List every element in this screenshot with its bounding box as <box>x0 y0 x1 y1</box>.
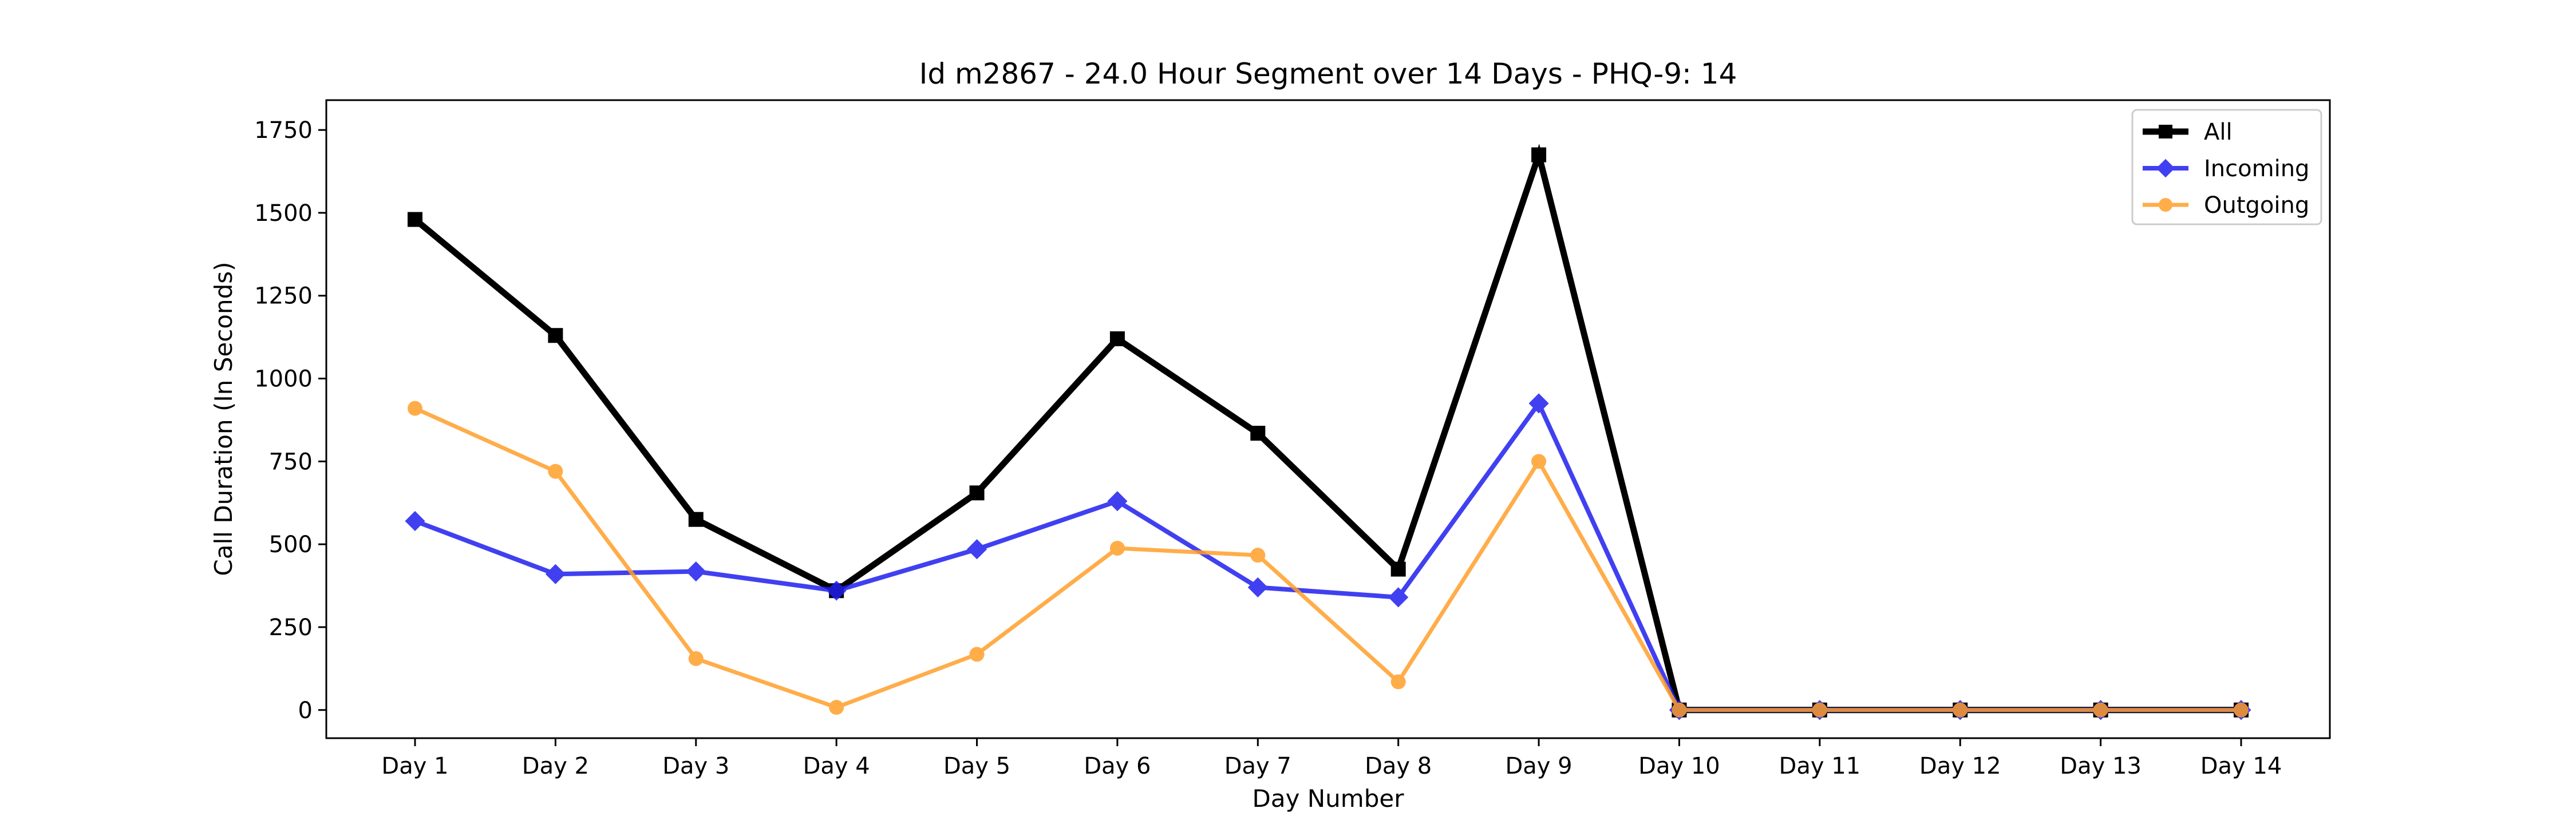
y-tick-label: 1750 <box>254 117 313 144</box>
data-point-outgoing <box>548 464 563 479</box>
y-tick-label: 0 <box>298 698 313 724</box>
x-tick-label: Day 6 <box>1084 753 1151 779</box>
data-point-incoming <box>826 580 847 601</box>
y-tick-label: 250 <box>269 615 313 641</box>
legend-label: Outgoing <box>2204 192 2309 219</box>
data-point-outgoing <box>1812 702 1827 718</box>
data-point-all <box>1109 331 1125 347</box>
x-tick-label: Day 5 <box>943 753 1010 779</box>
x-tick-label: Day 9 <box>1505 753 1572 779</box>
x-tick-label: Day 14 <box>2200 753 2282 779</box>
x-tick-label: Day 4 <box>803 753 870 779</box>
legend-box <box>2131 109 2322 225</box>
data-point-outgoing <box>1390 674 1406 690</box>
plot-frame <box>325 99 2331 739</box>
data-point-outgoing <box>829 700 844 715</box>
data-point-all <box>548 328 563 343</box>
x-tick-label: Day 13 <box>2060 753 2142 779</box>
x-tick-label: Day 2 <box>522 753 589 779</box>
series-line-all <box>413 144 2241 714</box>
data-point-incoming <box>966 539 987 560</box>
data-point-outgoing <box>2093 702 2108 718</box>
series-line-incoming <box>414 399 2241 712</box>
y-tick-label: 500 <box>269 532 313 558</box>
series-all <box>408 144 2249 718</box>
legend: All Incoming Outgoing <box>2131 109 2322 225</box>
data-point-outgoing <box>688 651 704 666</box>
data-point-outgoing <box>969 647 985 662</box>
x-tick-label: Day 7 <box>1224 753 1291 779</box>
x-tick-label: Day 8 <box>1365 753 1432 779</box>
legend-item-outgoing <box>2143 198 2188 212</box>
x-tick-label: Day 11 <box>1779 753 1861 779</box>
x-tick-label: Day 3 <box>662 753 729 779</box>
data-point-outgoing <box>1531 454 1547 469</box>
data-point-all <box>1390 561 1406 577</box>
data-point-outgoing <box>408 401 422 416</box>
data-point-all <box>408 212 422 227</box>
data-point-incoming <box>1247 577 1268 598</box>
series-layer <box>405 144 2251 720</box>
data-point-incoming <box>545 564 566 584</box>
y-tick-label: 1250 <box>254 283 313 310</box>
x-tick-label: Day 10 <box>1638 753 1720 779</box>
y-tick-label: 750 <box>269 449 313 475</box>
data-point-incoming <box>686 561 706 582</box>
data-point-all <box>688 512 704 527</box>
chart-title: Id m2867 - 24.0 Hour Segment over 14 Day… <box>919 57 1737 90</box>
data-point-all <box>969 485 985 501</box>
x-tick-label: Day 12 <box>1919 753 2001 779</box>
x-tick-label: Day 1 <box>381 753 448 779</box>
legend-marker <box>2156 159 2175 178</box>
data-point-outgoing <box>1250 548 1266 563</box>
data-point-outgoing <box>1672 702 1687 718</box>
data-point-incoming <box>1388 587 1409 608</box>
data-point-incoming <box>1528 393 1549 414</box>
series-outgoing <box>408 401 2249 718</box>
data-point-outgoing <box>1953 702 1968 718</box>
legend-item-incoming <box>2143 159 2188 178</box>
data-point-outgoing <box>1109 541 1125 556</box>
data-point-outgoing <box>2234 702 2249 718</box>
data-point-incoming <box>1107 491 1128 512</box>
legend-marker <box>2159 198 2172 212</box>
data-point-all <box>1250 426 1266 441</box>
y-tick-label: 1000 <box>254 366 313 393</box>
legend-label: All <box>2204 119 2233 145</box>
data-point-incoming <box>405 511 425 532</box>
legend-marker <box>2159 125 2172 138</box>
series-line-outgoing <box>414 406 2241 712</box>
y-axis: 0 250 500 750 1000 1250 1500 1750 <box>254 117 326 724</box>
y-axis-title: Call Duration (In Seconds) <box>210 262 238 576</box>
x-axis: Day 1 Day 2 Day 3 Day 4 Day 5 Day 6 Day 7 Day 8… <box>381 738 2282 779</box>
series-incoming <box>405 393 2251 720</box>
y-tick-label: 1500 <box>254 200 313 227</box>
legend-label: Incoming <box>2204 156 2309 182</box>
data-point-all <box>1531 147 1547 163</box>
x-axis-title: Day Number <box>1252 785 1404 813</box>
legend-item-all <box>2143 125 2188 138</box>
